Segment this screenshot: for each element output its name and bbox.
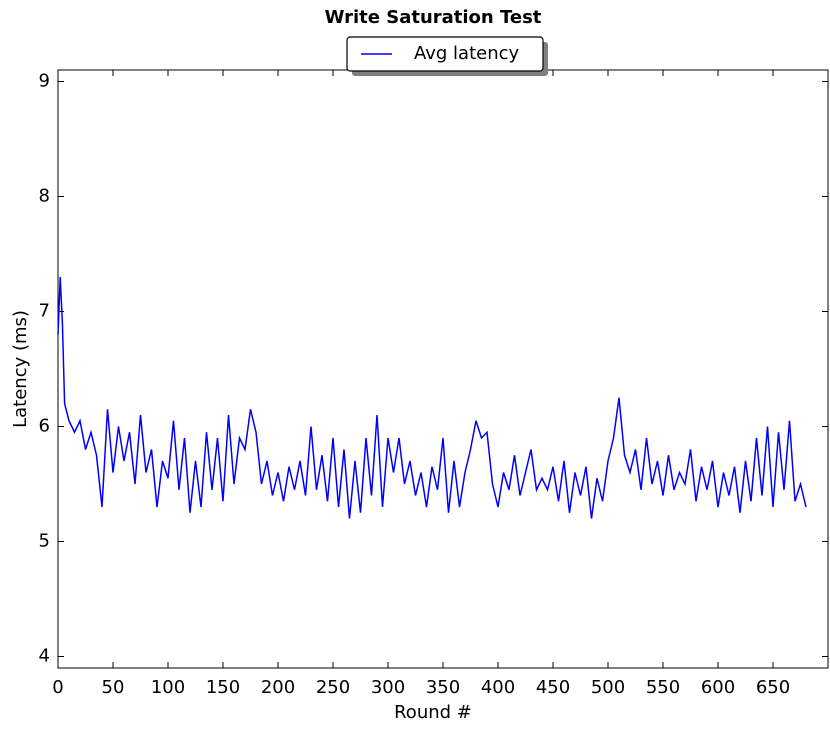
x-axis-label: Round # <box>394 702 472 723</box>
x-tick-label: 600 <box>701 677 735 698</box>
y-tick-label: 8 <box>39 186 50 207</box>
x-tick-label: 0 <box>52 677 63 698</box>
data-line <box>57 276 807 519</box>
y-axis-label: Latency (ms) <box>10 310 31 428</box>
x-tick-label: 200 <box>261 677 295 698</box>
legend-box <box>346 36 544 72</box>
x-tick-label: 350 <box>426 677 460 698</box>
x-tick-label: 250 <box>316 677 350 698</box>
y-tick-label: 4 <box>39 646 50 667</box>
plot-frame <box>57 69 829 669</box>
chart-title: Write Saturation Test <box>325 7 542 28</box>
x-tick-label: 150 <box>206 677 240 698</box>
x-tick-label: 650 <box>756 677 790 698</box>
y-tick-label: 7 <box>39 301 50 322</box>
x-tick-label: 300 <box>371 677 405 698</box>
y-tick-label: 6 <box>39 416 50 437</box>
legend-label: Avg latency <box>414 43 520 64</box>
x-tick-label: 500 <box>591 677 625 698</box>
y-tick-label: 9 <box>39 71 50 92</box>
legend: Avg latency <box>346 36 548 76</box>
x-tick-label: 450 <box>536 677 570 698</box>
x-tick-label: 100 <box>151 677 185 698</box>
x-tick-label: 50 <box>102 677 125 698</box>
x-tick-label: 550 <box>646 677 680 698</box>
y-tick-label: 5 <box>39 531 50 552</box>
x-tick-label: 400 <box>481 677 515 698</box>
